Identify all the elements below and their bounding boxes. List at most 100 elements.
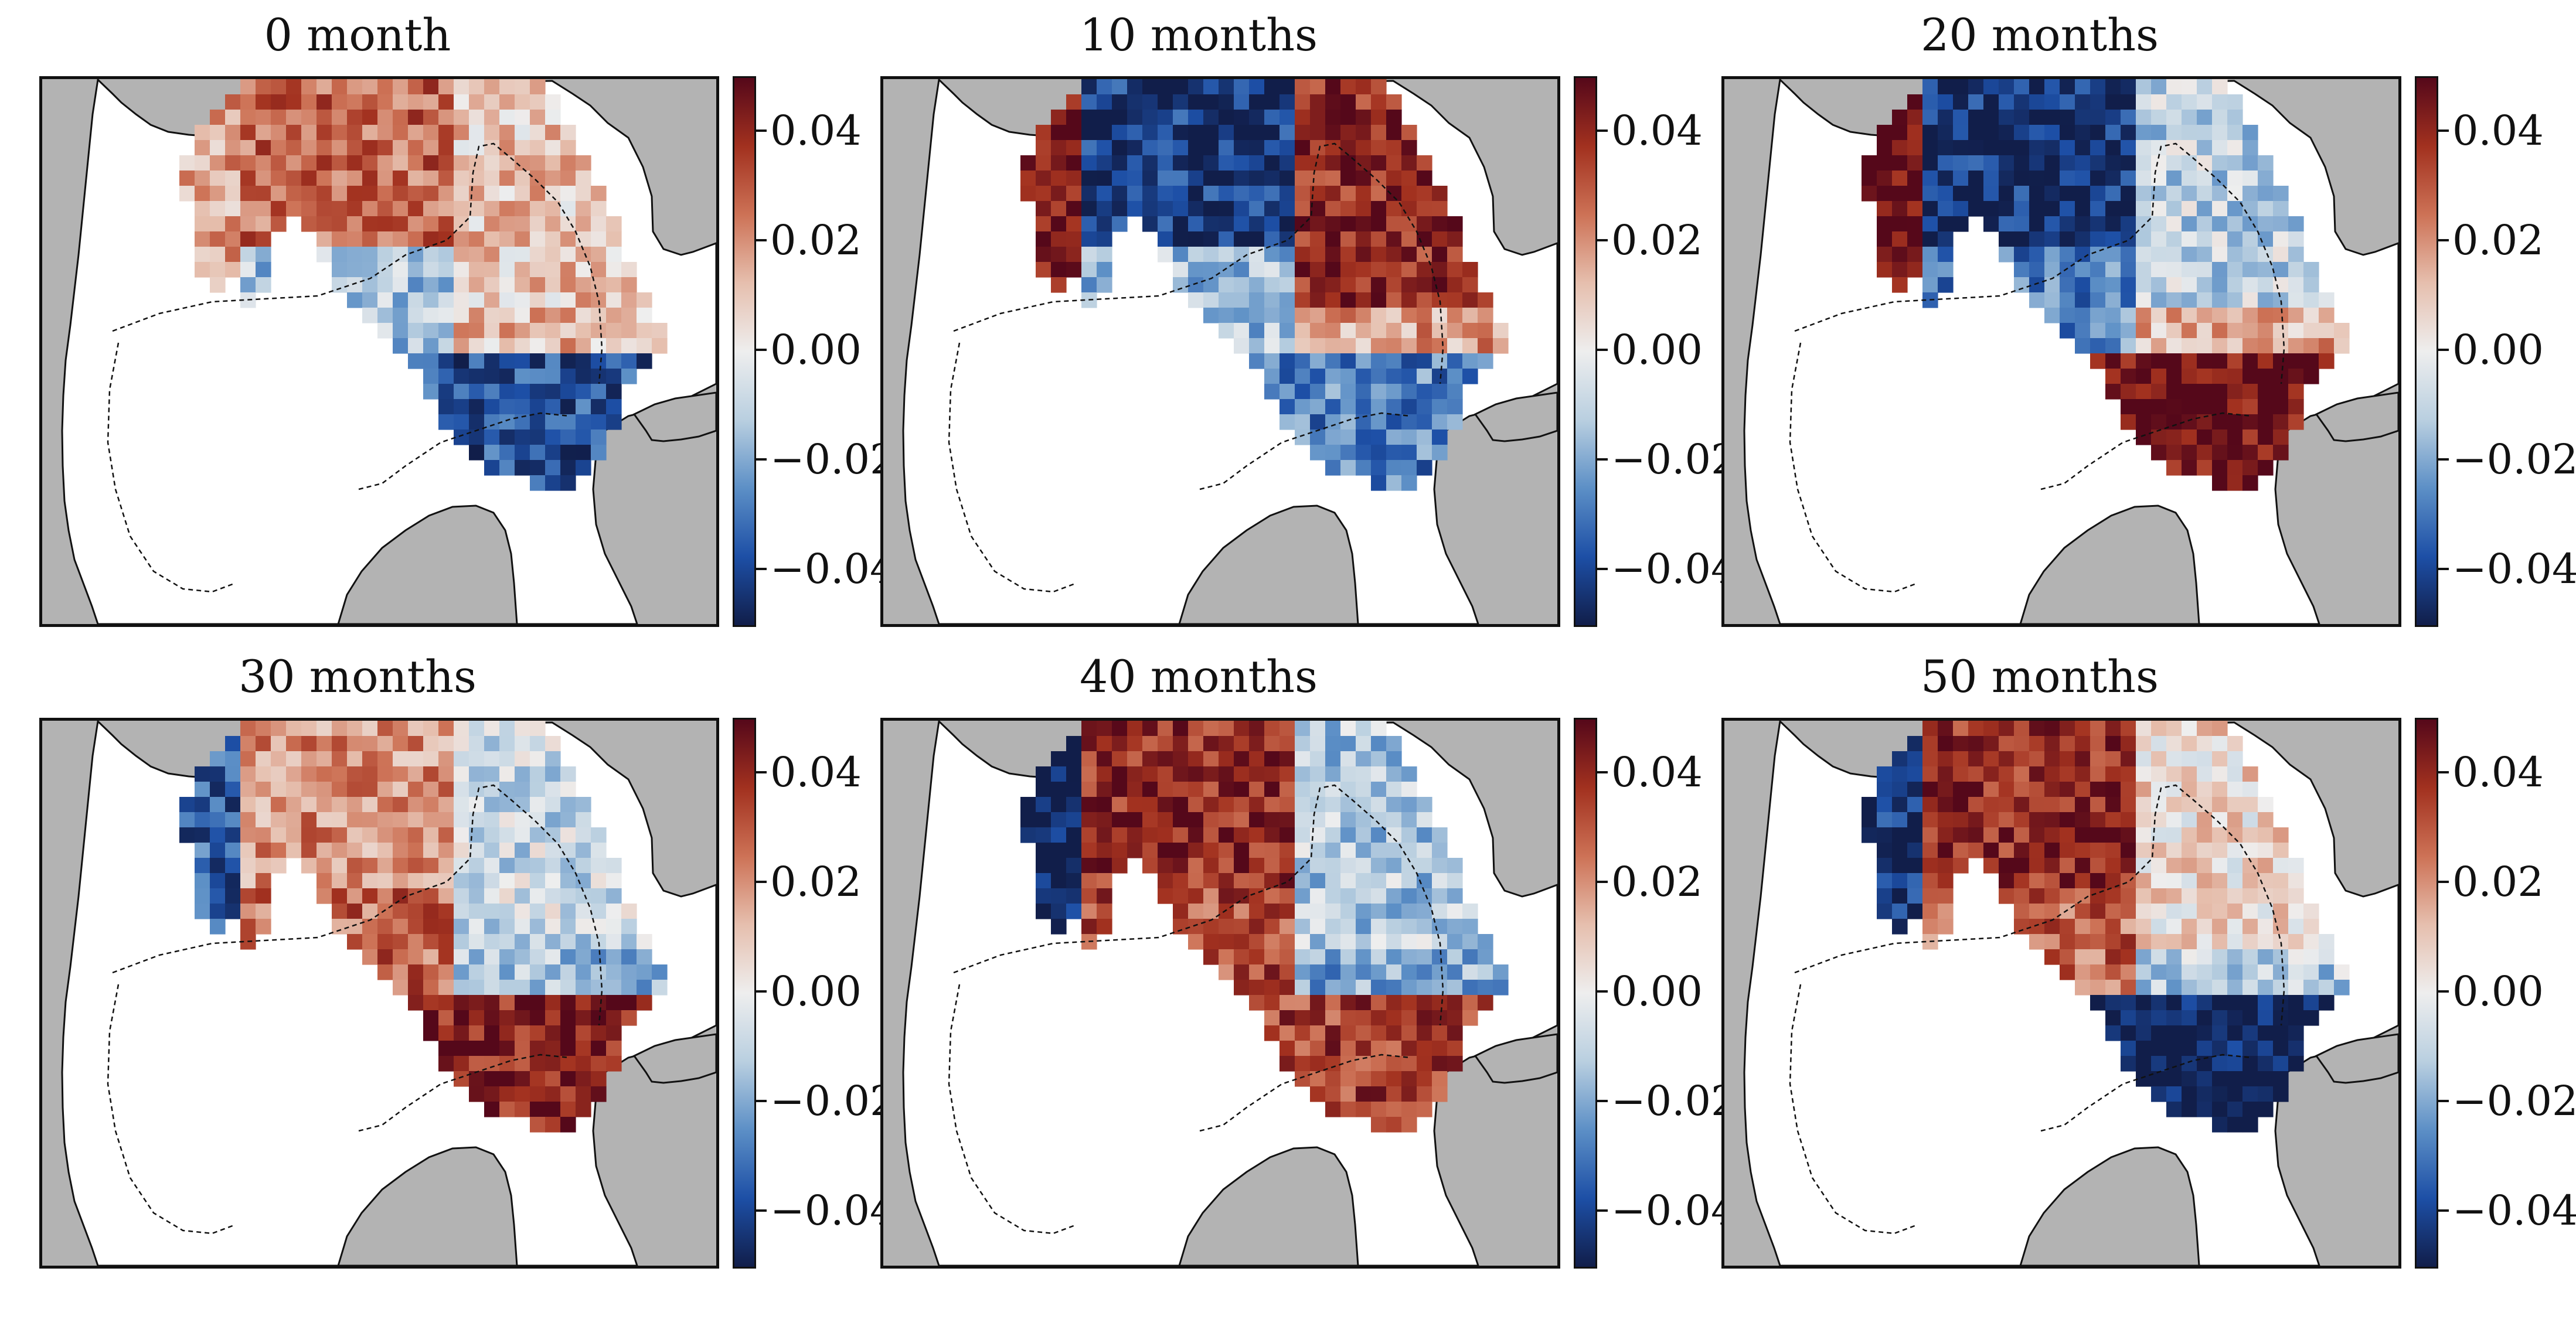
grid-cell xyxy=(1188,766,1204,782)
grid-cell xyxy=(1478,995,1493,1011)
grid-cell xyxy=(2182,125,2197,141)
grid-cell xyxy=(515,277,530,293)
grid-cell xyxy=(469,766,485,782)
grid-cell xyxy=(1983,94,1999,110)
grid-cell xyxy=(530,171,546,186)
grid-cell xyxy=(1310,1041,1326,1056)
grid-cell xyxy=(423,949,439,965)
grid-cell xyxy=(2060,231,2075,247)
grid-cell xyxy=(1462,262,1478,278)
grid-cell xyxy=(408,919,424,935)
grid-cell xyxy=(2212,475,2228,491)
grid-cell xyxy=(1310,414,1326,430)
grid-cell xyxy=(1188,751,1204,767)
grid-cell xyxy=(1051,186,1067,202)
grid-cell xyxy=(1188,843,1204,858)
grid-cell xyxy=(1112,125,1128,141)
grid-cell xyxy=(2197,429,2213,445)
grid-cell xyxy=(2242,155,2258,171)
grid-cell xyxy=(1340,460,1356,476)
grid-cell xyxy=(2258,277,2274,293)
grid-cell xyxy=(2319,980,2335,996)
isobath-contour xyxy=(107,784,603,1235)
grid-cell xyxy=(1249,964,1265,980)
grid-cell xyxy=(301,812,317,828)
grid-cell xyxy=(1203,94,1219,110)
grid-cell xyxy=(560,797,576,813)
grid-cell xyxy=(1234,980,1250,996)
grid-cell xyxy=(2166,1102,2182,1117)
grid-cell xyxy=(1310,1025,1326,1041)
grid-cell xyxy=(2060,751,2075,767)
grid-cell xyxy=(1219,277,1234,293)
grid-cell xyxy=(1280,751,1295,767)
grid-cell xyxy=(1325,110,1341,125)
grid-cell xyxy=(530,766,546,782)
grid-cell xyxy=(1892,186,1908,202)
grid-cell xyxy=(576,323,591,339)
grid-cell xyxy=(1371,262,1387,278)
grid-cell xyxy=(2303,949,2319,965)
grid-cell xyxy=(1356,873,1372,889)
grid-cell xyxy=(2227,125,2243,141)
grid-cell xyxy=(2197,171,2213,186)
grid-cell xyxy=(484,1041,500,1056)
grid-cell xyxy=(1356,201,1372,217)
grid-cell xyxy=(1158,766,1173,782)
grid-cell xyxy=(560,140,576,156)
grid-cell xyxy=(317,155,332,171)
grid-cell xyxy=(469,353,485,369)
grid-cell xyxy=(438,782,454,797)
grid-cell xyxy=(1340,171,1356,186)
grid-cell xyxy=(1371,964,1387,980)
grid-cell xyxy=(1447,888,1463,904)
grid-cell xyxy=(362,277,378,293)
grid-cell xyxy=(2105,858,2121,874)
grid-cell xyxy=(408,79,424,95)
grid-cell xyxy=(1234,262,1250,278)
grid-cell xyxy=(1127,812,1143,828)
grid-cell xyxy=(1081,812,1097,828)
grid-cell xyxy=(1036,873,1052,889)
grid-cell xyxy=(377,216,393,232)
grid-cell xyxy=(1066,155,1082,171)
grid-cell xyxy=(393,231,409,247)
grid-cell xyxy=(576,980,591,996)
grid-cell xyxy=(2242,445,2258,461)
grid-cell xyxy=(2014,140,2030,156)
grid-cell xyxy=(2075,231,2091,247)
grid-cell xyxy=(1371,1010,1387,1026)
grid-cell xyxy=(1173,110,1189,125)
grid-cell xyxy=(2197,843,2213,858)
grid-cell xyxy=(408,277,424,293)
grid-cell xyxy=(286,125,302,141)
grid-cell xyxy=(530,782,546,797)
grid-cell xyxy=(545,445,561,461)
grid-cell xyxy=(1953,858,1969,874)
grid-cell xyxy=(2227,262,2243,278)
grid-cell xyxy=(2288,858,2304,874)
grid-cell xyxy=(1907,216,1923,232)
grid-cell xyxy=(2242,201,2258,217)
grid-cell xyxy=(2273,995,2289,1011)
grid-cell xyxy=(1142,201,1158,217)
grid-cell xyxy=(2258,201,2274,217)
grid-cell xyxy=(545,475,561,491)
grid-cell xyxy=(1922,231,1938,247)
grid-cell xyxy=(1280,949,1295,965)
grid-cell xyxy=(484,919,500,935)
grid-cell xyxy=(347,766,363,782)
grid-cell xyxy=(499,216,515,232)
grid-cell xyxy=(515,858,530,874)
grid-cell xyxy=(1173,919,1189,935)
grid-cell xyxy=(256,262,271,278)
grid-cell xyxy=(1922,888,1938,904)
grid-cell xyxy=(332,155,348,171)
grid-cell xyxy=(1340,277,1356,293)
grid-cell xyxy=(438,323,454,339)
grid-cell xyxy=(286,751,302,767)
grid-cell xyxy=(591,369,607,384)
grid-cell xyxy=(1892,155,1908,171)
grid-cell xyxy=(1922,171,1938,186)
grid-cell xyxy=(2197,995,2213,1011)
